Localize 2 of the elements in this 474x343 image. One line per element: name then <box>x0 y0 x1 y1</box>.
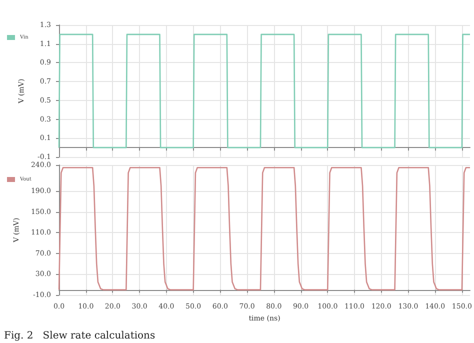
line-series <box>58 166 471 290</box>
caption: Fig. 2 Slew rate calculations <box>4 330 156 342</box>
